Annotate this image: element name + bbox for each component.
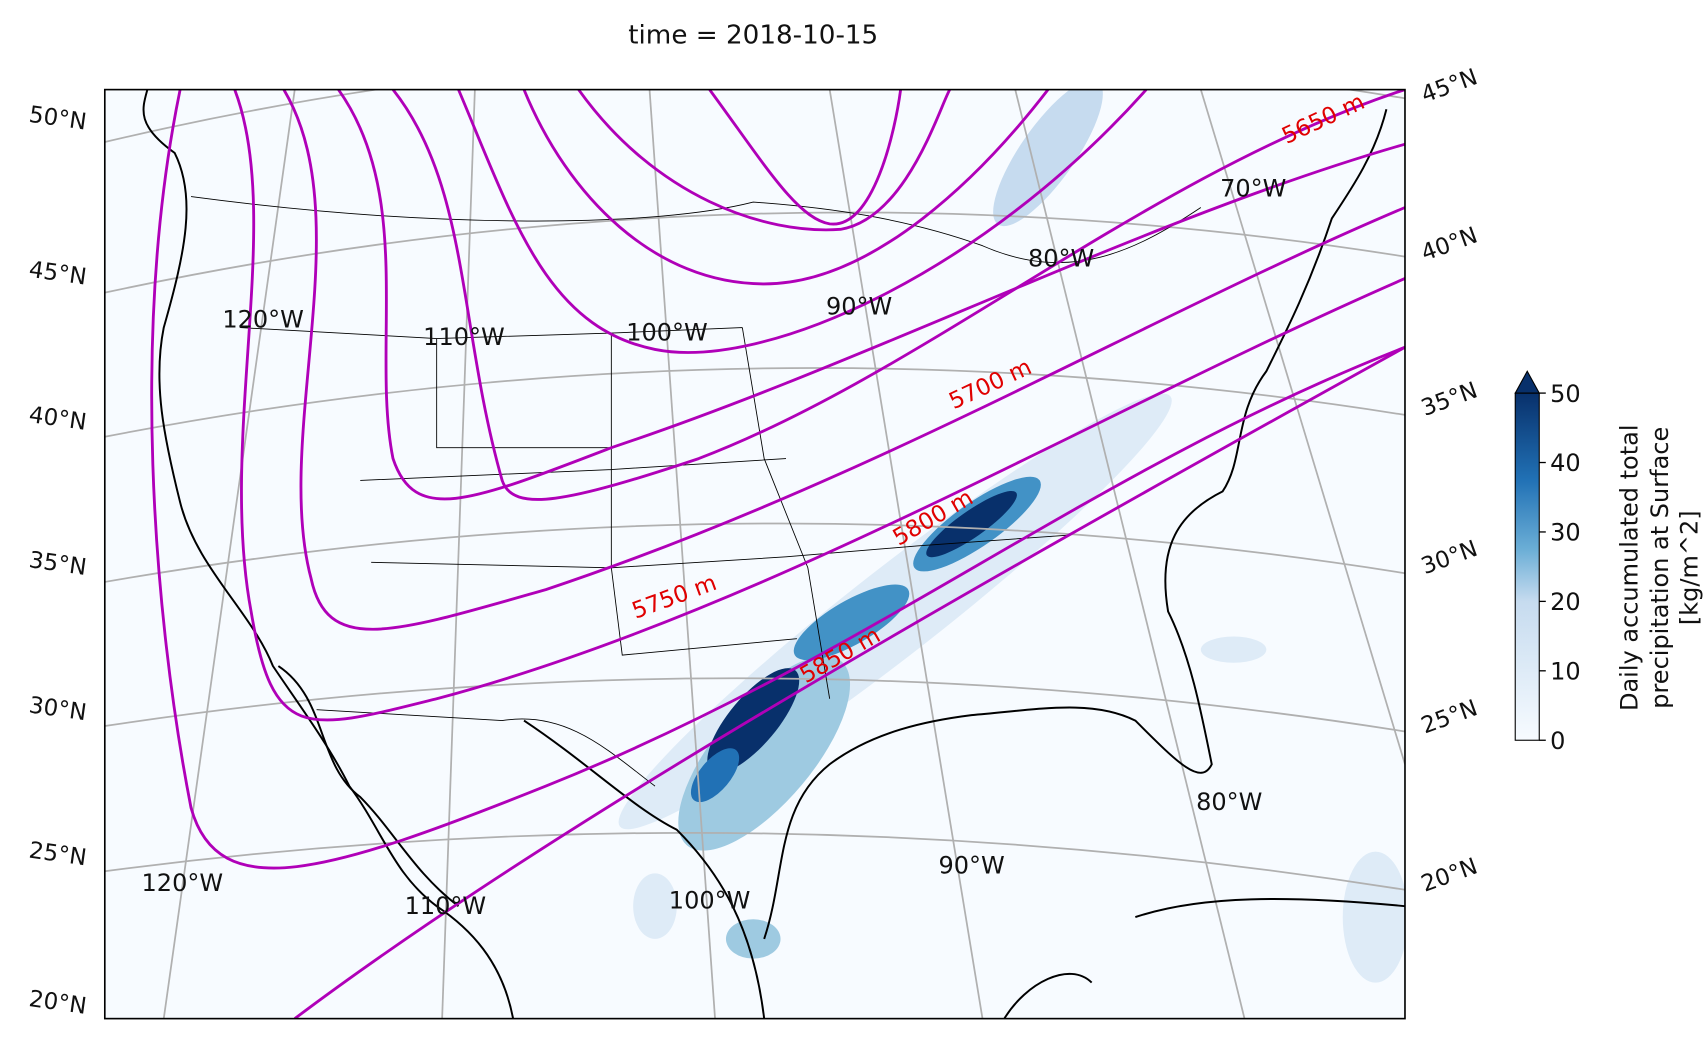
graticule xyxy=(104,89,1405,1019)
colorbar-tick-label: 40 xyxy=(1550,449,1581,477)
colorbar-tick-label: 50 xyxy=(1550,380,1581,408)
lon-label: 90°W xyxy=(826,292,892,320)
lon-label: 70°W xyxy=(1220,175,1286,203)
lat-label: 35°N xyxy=(27,547,88,581)
lon-label: 90°W xyxy=(938,851,1004,879)
lat-label: 30°N xyxy=(27,692,88,726)
lat-label: 40°N xyxy=(1418,223,1481,267)
lat-label: 20°N xyxy=(1418,853,1481,897)
lon-label: 120°W xyxy=(222,306,304,334)
coastlines xyxy=(142,89,1405,1019)
colorbar-tick-label: 30 xyxy=(1550,519,1581,547)
lat-label: 25°N xyxy=(1418,695,1481,739)
map-layer xyxy=(104,89,1405,1019)
lat-label: 45°N xyxy=(1418,64,1481,108)
lon-label: 100°W xyxy=(669,886,751,914)
lat-label: 25°N xyxy=(27,838,88,872)
lat-label: 30°N xyxy=(1418,536,1481,580)
lon-label: 80°W xyxy=(1196,788,1262,816)
lat-label: 45°N xyxy=(27,257,88,291)
title: time = 2018-10-15 xyxy=(628,21,878,51)
colorbar-label: precipitation at Surface xyxy=(1646,427,1674,709)
lat-label: 35°N xyxy=(1418,378,1481,422)
height-contours xyxy=(150,89,1405,1019)
map-frame xyxy=(103,88,1406,1020)
colorbar-tick-label: 0 xyxy=(1550,727,1565,755)
colorbar-extend-arrow xyxy=(1514,370,1541,394)
lat-label: 40°N xyxy=(27,402,88,436)
lon-label: 80°W xyxy=(1028,244,1094,272)
lat-label: 20°N xyxy=(27,986,88,1020)
colorbar-tick-label: 10 xyxy=(1550,658,1581,686)
lon-label: 110°W xyxy=(405,892,487,920)
colorbar-scale xyxy=(1514,392,1540,741)
lon-label: 100°W xyxy=(626,319,708,347)
colorbar-label: [kg/m^2] xyxy=(1676,510,1703,625)
lon-label: 120°W xyxy=(142,869,224,897)
colorbar-label: Daily accumulated total xyxy=(1616,424,1644,711)
lat-label: 50°N xyxy=(27,102,88,136)
lon-label: 110°W xyxy=(423,323,505,351)
colorbar-tick-label: 20 xyxy=(1550,588,1581,616)
colorbar: Daily accumulated total precipitation at… xyxy=(1514,370,1703,755)
